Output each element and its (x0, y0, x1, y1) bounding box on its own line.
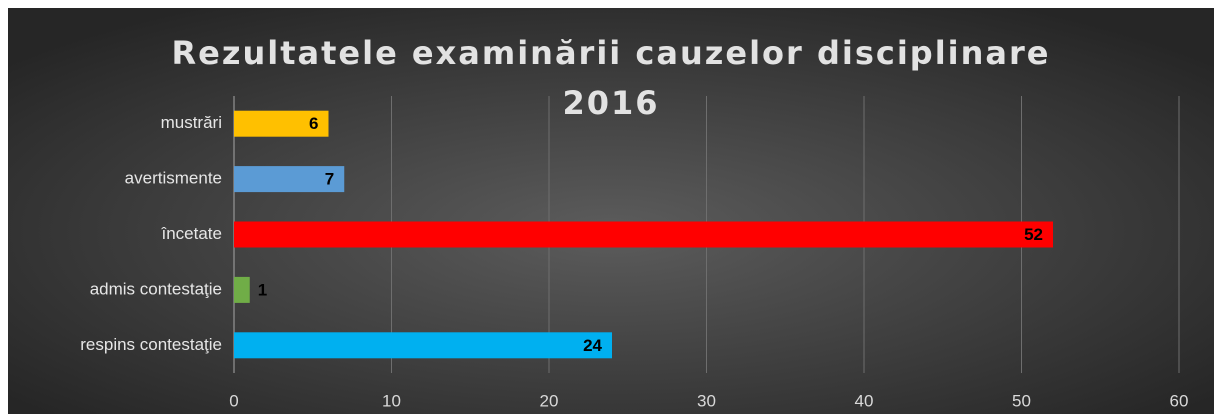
x-tick-label: 60 (1170, 391, 1189, 410)
y-tick-label: respins contestaţie (80, 335, 222, 354)
bar (234, 276, 250, 303)
x-tick-label: 30 (697, 391, 716, 410)
x-tick-label: 40 (855, 391, 874, 410)
y-tick-label: mustrări (161, 113, 222, 132)
bar (234, 166, 345, 193)
data-label: 1 (258, 280, 267, 299)
y-tick-label: încetate (161, 224, 223, 243)
data-label: 6 (309, 114, 318, 133)
x-tick-label: 20 (540, 391, 559, 410)
data-label: 24 (583, 336, 602, 355)
bar (234, 110, 329, 137)
x-tick-label: 10 (382, 391, 401, 410)
bar (234, 221, 1053, 248)
chart-title: Rezultatele examinării cauzelor discipli… (171, 34, 1051, 122)
data-label: 52 (1024, 225, 1043, 244)
x-tick-label: 0 (229, 391, 238, 410)
x-tick-label: 50 (1012, 391, 1031, 410)
y-tick-label: avertismente (125, 169, 222, 188)
y-tick-label: admis contestaţie (90, 279, 222, 298)
data-label: 7 (325, 170, 334, 189)
bar (234, 332, 612, 359)
